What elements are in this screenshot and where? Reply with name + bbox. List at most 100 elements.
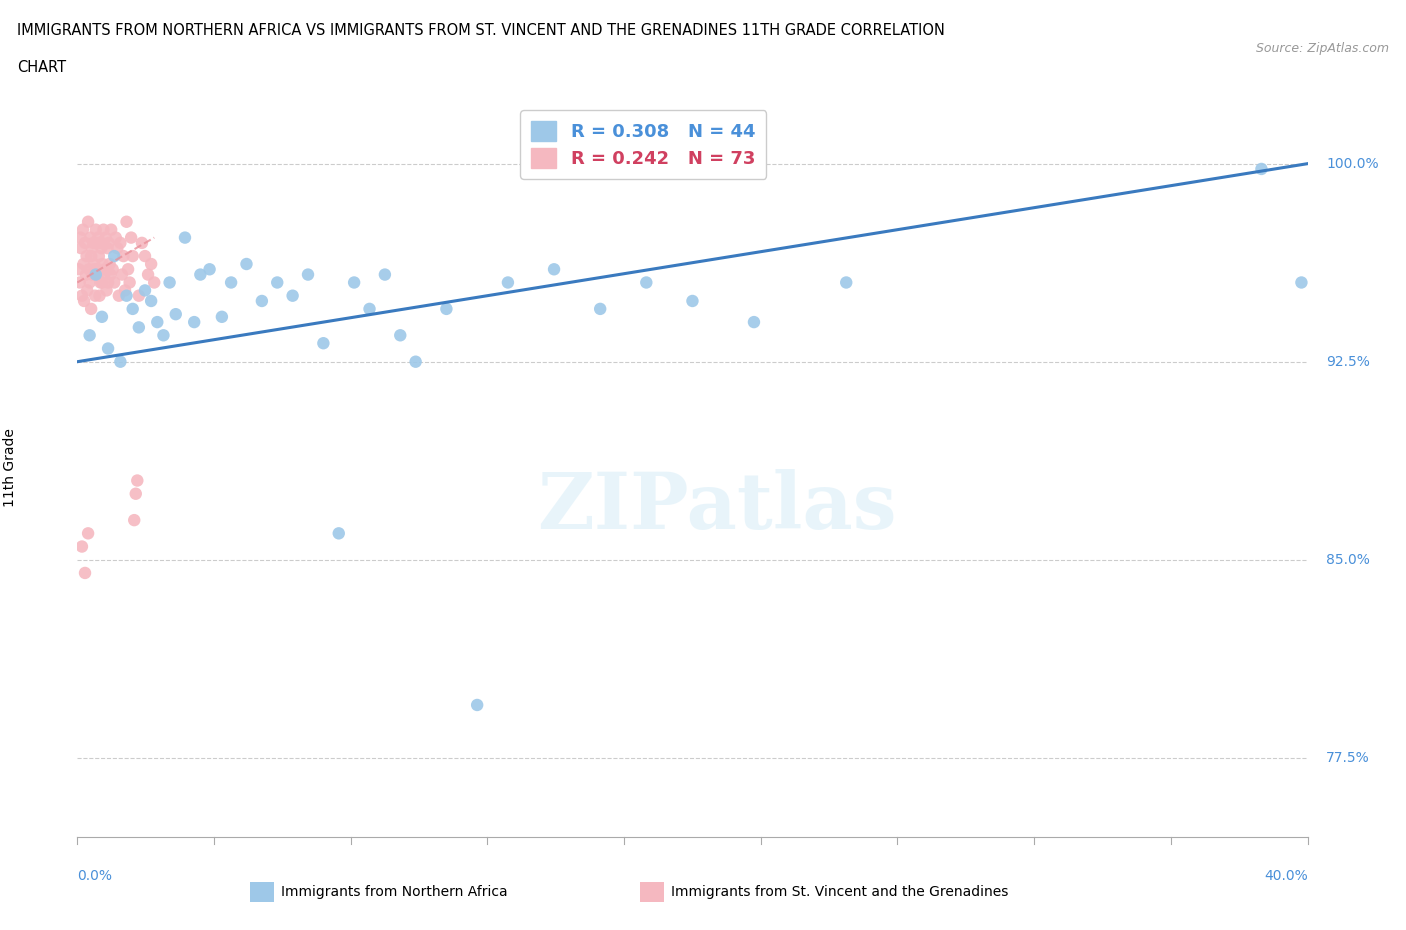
Point [77,214,100,229]
Point [72,257,94,272]
Point [100,267,122,282]
Point [121,301,143,316]
Point [636,275,658,290]
Point [682,294,704,309]
Point [328,525,350,540]
Point [103,275,125,290]
Point [115,288,138,303]
Point [835,275,858,290]
Point [82,241,104,256]
Point [82,267,104,282]
Point [198,262,221,277]
Point [127,473,149,488]
Point [114,283,136,298]
Point [86,262,108,277]
Point [73,294,96,309]
Point [89,275,111,290]
Text: 40.0%: 40.0% [1264,869,1308,883]
Point [115,214,138,229]
Point [103,248,125,263]
Point [436,301,458,316]
Text: 85.0%: 85.0% [1326,552,1369,566]
Point [589,301,612,316]
Point [374,267,396,282]
Point [128,288,150,303]
Point [543,262,565,277]
Point [80,301,103,316]
Point [110,235,132,250]
Point [131,235,153,250]
Point [188,267,212,282]
Point [96,283,118,298]
Point [465,698,488,712]
Point [75,267,97,282]
Point [183,314,205,329]
Point [72,222,94,237]
Text: 77.5%: 77.5% [1326,751,1369,764]
Point [82,235,104,250]
Legend: R = 0.308   N = 44, R = 0.242   N = 73: R = 0.308 N = 44, R = 0.242 N = 73 [520,111,766,179]
Point [97,341,120,356]
Point [101,262,124,277]
Point [105,241,128,256]
Point [98,257,121,272]
Point [70,288,93,303]
Point [1250,162,1272,177]
Point [104,230,127,245]
Text: 92.5%: 92.5% [1326,354,1369,368]
Point [79,275,101,290]
Text: 100.0%: 100.0% [1326,156,1379,171]
Point [87,230,110,245]
Point [93,267,115,282]
Point [94,262,117,277]
Point [159,275,181,290]
Point [211,310,233,325]
Point [297,267,319,282]
Point [266,275,288,290]
Point [70,539,93,554]
Point [122,512,145,527]
Point [174,230,197,245]
Point [67,262,90,277]
Point [152,328,174,343]
Point [70,241,93,256]
Point [125,486,148,501]
Point [742,314,765,329]
Text: CHART: CHART [17,60,66,75]
Point [90,310,114,325]
Point [128,320,150,335]
Point [235,257,257,272]
Point [118,275,141,290]
Point [111,267,134,282]
Point [141,257,163,272]
Point [496,275,519,290]
Point [250,294,273,309]
Point [112,248,135,263]
Point [134,248,156,263]
Text: Immigrants from St. Vincent and the Grenadines: Immigrants from St. Vincent and the Gren… [671,884,1008,899]
Point [143,275,166,290]
Point [73,235,96,250]
Point [89,288,111,303]
Point [165,307,187,322]
Point [405,354,427,369]
Point [76,283,98,298]
Point [343,275,366,290]
Point [84,222,107,237]
Point [97,275,120,290]
Text: Source: ZipAtlas.com: Source: ZipAtlas.com [1256,42,1389,55]
Point [281,288,304,303]
Point [141,294,163,309]
Point [83,257,105,272]
Point [84,288,107,303]
Point [121,248,143,263]
Point [69,275,91,290]
Text: Immigrants from Northern Africa: Immigrants from Northern Africa [281,884,508,899]
Point [389,328,412,343]
Point [84,267,107,282]
Point [219,275,242,290]
Point [359,301,381,316]
Point [96,241,118,256]
Point [76,248,98,263]
Point [86,267,108,282]
